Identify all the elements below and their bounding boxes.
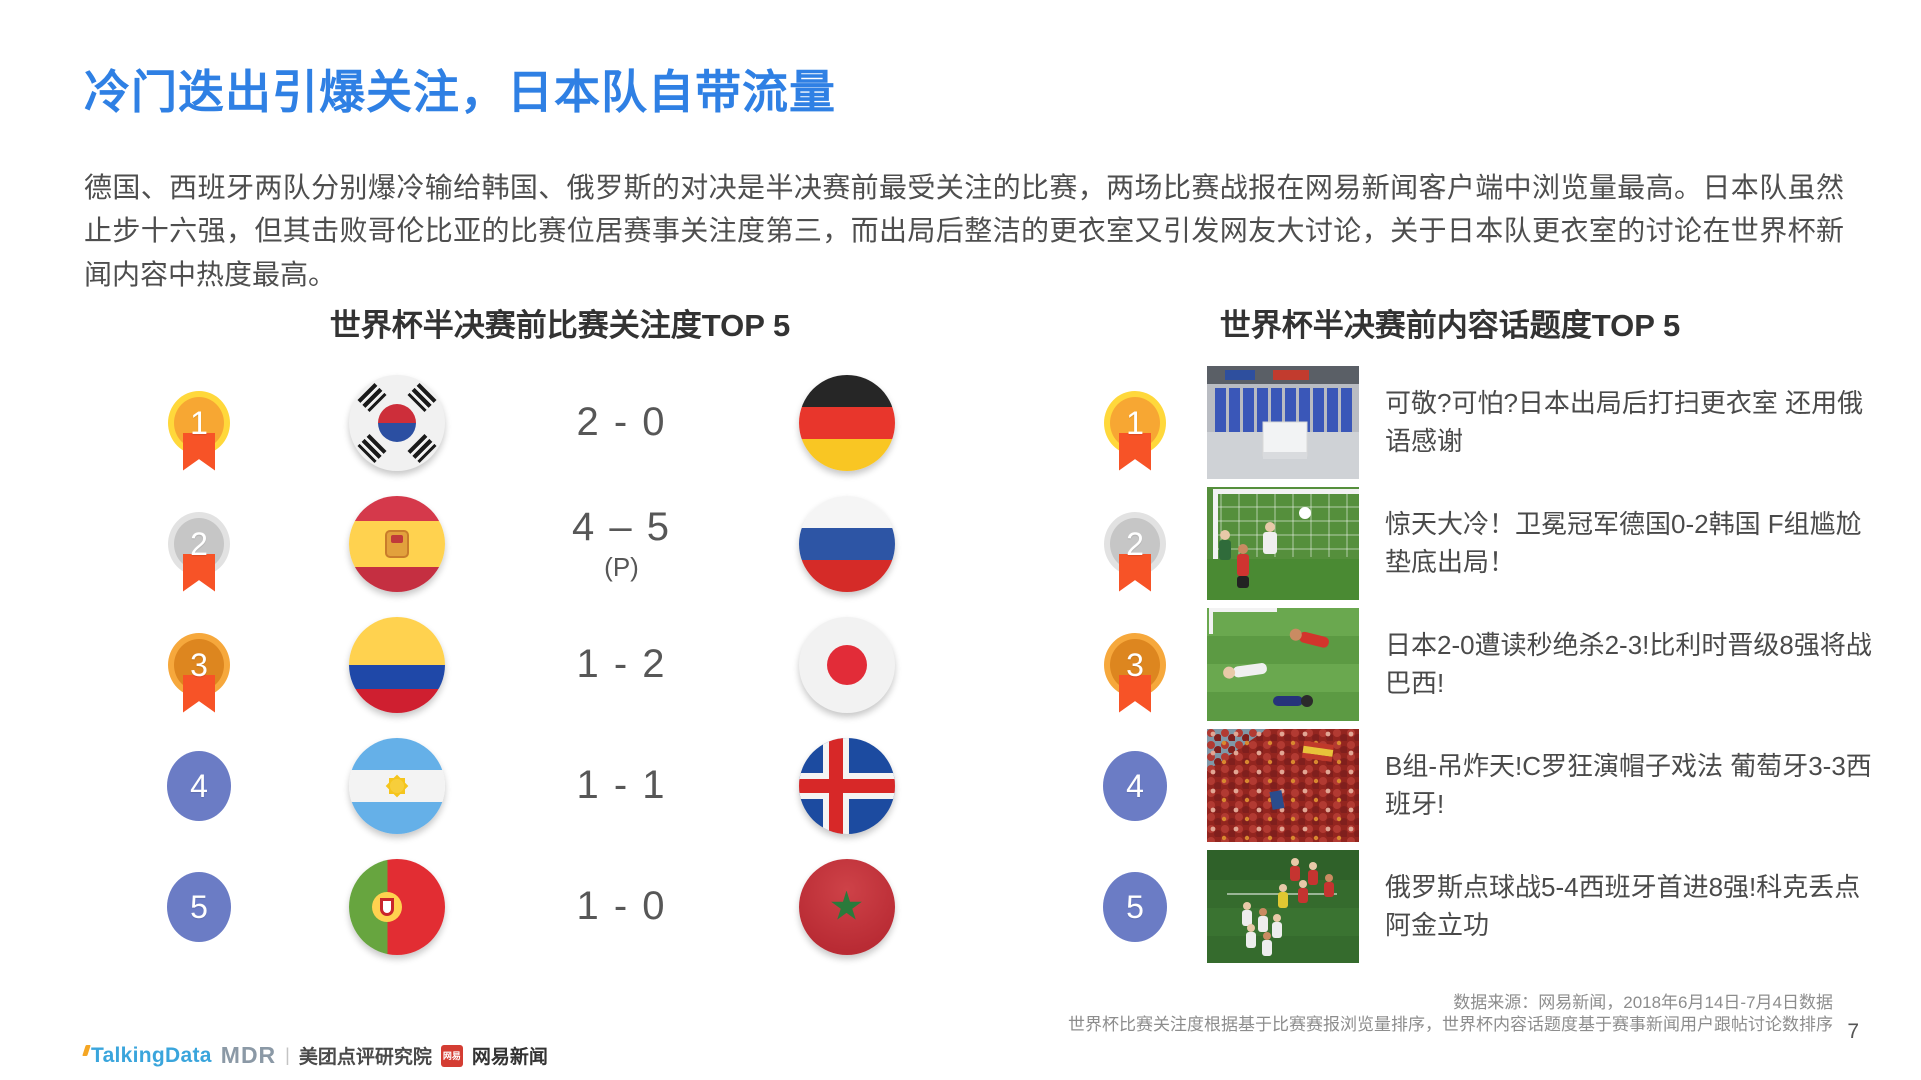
content-topic-list: 1 可敬?可怕?日本出局后打扫更衣室 还用俄语感谢	[1080, 362, 1880, 967]
match-row-4: 4 1 - 1	[84, 725, 929, 846]
morocco-flag-icon	[798, 858, 895, 955]
topic-row-4: 4	[1080, 725, 1880, 846]
match-row-3: 3 1 - 2	[84, 604, 929, 725]
intro-paragraph: 德国、西班牙两队分别爆冷输给韩国、俄罗斯的对决是半决赛前最受关注的比赛，两场比赛…	[84, 172, 1844, 290]
japan-belgium-match-photo	[1206, 608, 1359, 721]
topic-row-2: 2 惊天大冷！卫冕冠军德国0-2韩	[1080, 483, 1880, 604]
topic-row-3: 3 日本2-0遭	[1080, 604, 1880, 725]
argentina-flag-icon	[348, 737, 445, 834]
rank-number: 4	[190, 767, 208, 804]
iceland-flag-icon	[798, 737, 895, 834]
pentagram-star-icon	[831, 890, 862, 920]
penalty-note: (P)	[604, 551, 639, 582]
rank-number: 1	[1126, 404, 1144, 441]
match-row-5: 5 1 - 0	[84, 846, 929, 967]
silver-medal-icon: 2	[1104, 511, 1166, 592]
source-line-2: 世界杯比赛关注度根据基于比赛赛报浏览量排序，世界杯内容话题度基于赛事新闻用户跟帖…	[1068, 1015, 1833, 1035]
match-score: 1 - 2	[576, 642, 667, 686]
south-korea-flag-icon	[348, 374, 445, 471]
meituan-dianping-research-label: 美团点评研究院	[298, 1047, 432, 1068]
bronze-medal-icon: 3	[1104, 632, 1166, 713]
rank-number: 3	[1126, 646, 1144, 683]
footer-logos: TalkingData MDR | 美团点评研究院 网易 网易新闻	[82, 1042, 548, 1069]
match-row-1: 1 2 - 0	[84, 362, 929, 483]
rank-number: 5	[1126, 888, 1144, 925]
russia-flag-icon	[798, 495, 895, 592]
topic-row-1: 1 可敬?可怕?日本出局后打扫更衣室 还用俄语感谢	[1080, 362, 1880, 483]
topic-headline: B组-吊炸天!C罗狂演帽子戏法 葡萄牙3-3西班牙!	[1385, 750, 1872, 819]
rank-circle: 5	[167, 871, 231, 942]
rank-number: 5	[190, 888, 208, 925]
gold-medal-icon: 1	[168, 390, 230, 471]
left-section-title: 世界杯半决赛前比赛关注度TOP 5	[329, 308, 791, 343]
page-title: 冷门迭出引爆关注，日本队自带流量	[84, 66, 836, 118]
rank-circle: 4	[167, 750, 231, 821]
gold-medal-icon: 1	[1104, 390, 1166, 471]
rank-number: 2	[190, 525, 208, 562]
sun-of-may-icon	[385, 774, 408, 797]
rank-number: 2	[1126, 525, 1144, 562]
silver-medal-icon: 2	[168, 511, 230, 592]
germany-korea-goal-photo	[1206, 487, 1359, 600]
match-attention-list: 1 2 - 0 2 4 – 5 (P)	[84, 362, 929, 967]
talkingdata-logo-text: TalkingData	[91, 1043, 212, 1067]
data-source-note: 数据来源：网易新闻，2018年6月14日-7月4日数据 世界杯比赛关注度根据基于…	[1068, 992, 1833, 1037]
match-score: 1 - 1	[576, 763, 667, 807]
japan-flag-icon	[798, 616, 895, 713]
topic-headline: 惊天大冷！卫冕冠军德国0-2韩国 F组尴尬垫底出局！	[1385, 508, 1862, 577]
talkingdata-mark-icon	[82, 1044, 91, 1056]
portugal-flag-icon	[348, 858, 445, 955]
topic-headline: 日本2-0遭读秒绝杀2-3!比利时晋级8强将战巴西!	[1385, 629, 1872, 698]
netease-news-label: 网易新闻	[471, 1047, 548, 1068]
rank-number: 1	[190, 404, 208, 441]
rank-circle: 4	[1103, 750, 1167, 821]
topic-row-5: 5 俄罗斯点球战5	[1080, 846, 1880, 967]
match-row-2: 2 4 – 5 (P)	[84, 483, 929, 604]
topic-headline: 俄罗斯点球战5-4西班牙首进8强!科克丢点阿金立功	[1385, 871, 1861, 940]
match-score: 1 - 0	[576, 884, 667, 928]
rank-number: 3	[190, 646, 208, 683]
portugal-spain-fans-photo	[1206, 729, 1359, 842]
bronze-medal-icon: 3	[168, 632, 230, 713]
netease-logo-icon: 网易	[440, 1044, 463, 1067]
colombia-flag-icon	[348, 616, 445, 713]
match-score: 2 - 0	[576, 400, 667, 444]
japan-locker-room-photo	[1206, 366, 1359, 479]
talkingdata-logo: TalkingData	[82, 1043, 212, 1068]
right-section-title: 世界杯半决赛前内容话题度TOP 5	[1219, 308, 1681, 343]
spain-flag-icon	[348, 495, 445, 592]
page-number: 7	[1847, 1020, 1859, 1043]
match-score: 4 – 5 (P)	[572, 504, 671, 582]
topic-headline: 可敬?可怕?日本出局后打扫更衣室 还用俄语感谢	[1385, 387, 1864, 456]
germany-flag-icon	[798, 374, 895, 471]
rank-number: 4	[1126, 767, 1144, 804]
logo-divider: |	[285, 1045, 290, 1065]
source-line-1: 数据来源：网易新闻，2018年6月14日-7月4日数据	[1453, 993, 1833, 1012]
rank-circle: 5	[1103, 871, 1167, 942]
russia-spain-penalty-photo	[1206, 850, 1359, 963]
mdr-logo: MDR	[220, 1042, 277, 1068]
